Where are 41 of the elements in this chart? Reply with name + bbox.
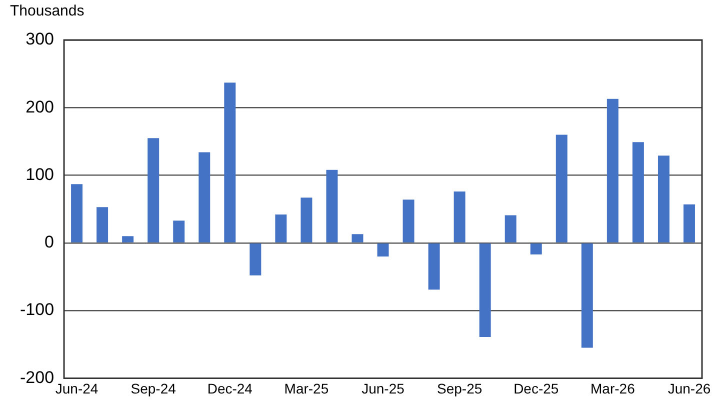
bar <box>173 220 185 242</box>
y-tick-label: 100 <box>26 164 54 184</box>
bar <box>377 244 389 256</box>
bar <box>250 244 262 276</box>
bar <box>224 82 236 242</box>
x-tick-label: Jun-24 <box>55 380 98 396</box>
x-tick-label: Jun-25 <box>362 380 405 396</box>
x-tick-label: Sep-25 <box>436 380 482 396</box>
bar <box>530 244 542 254</box>
bar <box>504 215 516 242</box>
y-tick-label: 200 <box>26 97 54 116</box>
y-tick-label: -100 <box>20 300 54 320</box>
y-axis-title: Thousands <box>10 2 84 20</box>
y-tick-label: 300 <box>26 30 54 49</box>
bar <box>71 184 83 242</box>
bar <box>684 204 695 242</box>
x-tick-label: Dec-25 <box>514 380 559 396</box>
x-tick-label: Sep-24 <box>130 380 176 396</box>
x-tick-label: Jun-26 <box>668 380 711 396</box>
bar <box>326 170 338 242</box>
bar <box>96 207 108 242</box>
x-tick-label: Mar-26 <box>590 380 636 396</box>
bar <box>300 198 312 242</box>
bar <box>122 236 134 242</box>
bar <box>581 244 593 348</box>
bar <box>428 244 440 290</box>
bar <box>198 152 210 242</box>
bar <box>479 244 491 337</box>
x-tick-label: Mar-25 <box>284 380 329 396</box>
y-tick-label: -200 <box>20 368 54 387</box>
bar <box>606 98 618 242</box>
bar <box>352 234 364 242</box>
bar <box>556 134 568 242</box>
bar <box>275 214 287 242</box>
bar <box>402 200 414 242</box>
bar <box>632 142 644 242</box>
y-tick-label: 0 <box>44 232 54 252</box>
bar <box>148 138 160 242</box>
bar <box>658 156 670 242</box>
x-tick-label: Dec-24 <box>207 380 253 396</box>
bar <box>454 192 466 242</box>
